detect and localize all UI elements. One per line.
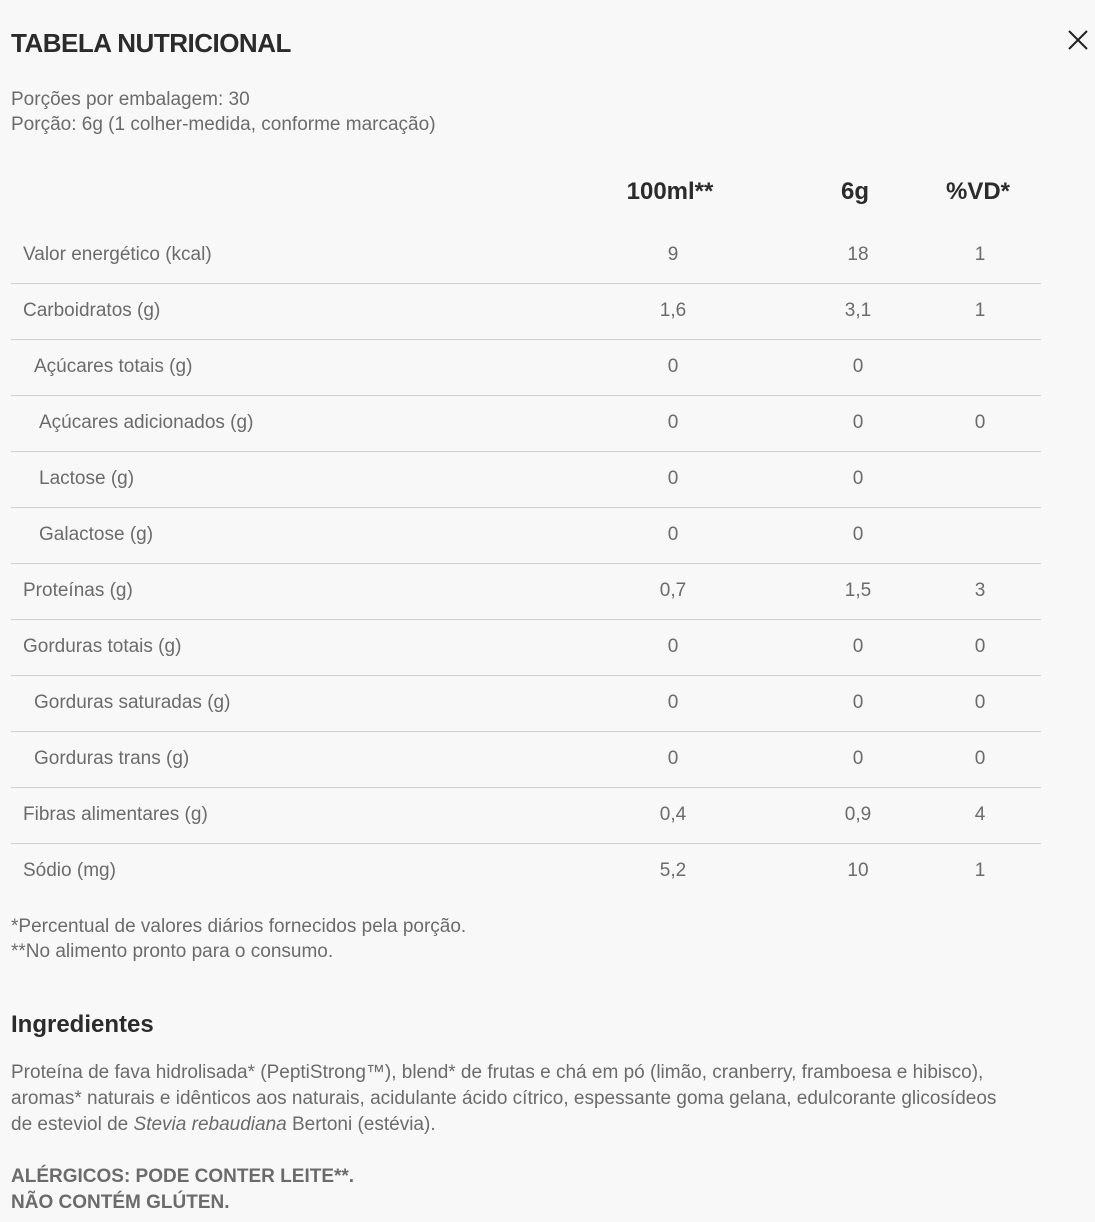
value-6g: 10 — [847, 860, 869, 881]
table-row: Carboidratos (g) 1,6 3,1 1 — [11, 284, 1041, 340]
allergen-milk: ALÉRGICOS: PODE CONTER LEITE**. — [11, 1166, 355, 1187]
table-row: Lactose (g) 0 0 — [11, 452, 1041, 508]
table-row: Fibras alimentares (g) 0,4 0,9 4 — [11, 788, 1041, 844]
value-100ml: 0 — [667, 524, 679, 545]
value-6g: 0 — [852, 524, 864, 545]
serving-info: Porções por embalagem: 30 Porção: 6g (1 … — [11, 87, 436, 137]
serving-size: Porção: 6g (1 colher-medida, conforme ma… — [11, 114, 436, 135]
ingredients-text-part: Bertoni (estévia). — [286, 1114, 436, 1135]
value-6g: 0,9 — [844, 804, 872, 825]
nutrition-table: Valor energético (kcal) 9 18 1 Carboidratos … — [11, 228, 1041, 899]
value-vd: 0 — [974, 636, 986, 657]
value-vd: 4 — [974, 804, 986, 825]
value-vd: 0 — [974, 692, 986, 713]
value-vd: 3 — [974, 580, 986, 601]
value-vd: 1 — [974, 244, 986, 265]
table-row: Sódio (mg) 5,2 10 1 — [11, 844, 1041, 899]
nutrient-label: Galactose (g) — [39, 524, 154, 545]
ingredients-text-part: Proteína de fava hidrolisada* (PeptiStro… — [11, 1062, 997, 1135]
nutrient-label: Gorduras saturadas (g) — [34, 692, 231, 713]
value-6g: 18 — [847, 244, 869, 265]
column-header-6g: 6g — [840, 178, 869, 205]
column-header-100ml: 100ml** — [626, 178, 714, 205]
value-vd: 0 — [974, 412, 986, 433]
nutrient-label: Açúcares totais (g) — [34, 356, 193, 377]
table-row: Valor energético (kcal) 9 18 1 — [11, 228, 1041, 284]
value-100ml: 0 — [667, 412, 679, 433]
footnotes: *Percentual de valores diários fornecido… — [11, 914, 466, 964]
value-100ml: 0,4 — [659, 804, 687, 825]
value-6g: 0 — [852, 412, 864, 433]
table-row: Proteínas (g) 0,7 1,5 3 — [11, 564, 1041, 620]
nutrient-label: Gorduras totais (g) — [23, 636, 182, 657]
table-row: Gorduras totais (g) 0 0 0 — [11, 620, 1041, 676]
value-6g: 0 — [852, 468, 864, 489]
value-6g: 3,1 — [844, 300, 872, 321]
nutrient-label: Gorduras trans (g) — [34, 748, 190, 769]
nutrient-label: Fibras alimentares (g) — [23, 804, 208, 825]
close-button[interactable] — [1064, 26, 1092, 54]
column-header-vd: %VD* — [945, 178, 1011, 205]
value-vd: 1 — [974, 300, 986, 321]
value-100ml: 0 — [667, 356, 679, 377]
ingredients-text: Proteína de fava hidrolisada* (PeptiStro… — [11, 1060, 1011, 1138]
footnote-vd: *Percentual de valores diários fornecido… — [11, 916, 467, 937]
value-100ml: 0 — [667, 748, 679, 769]
value-6g: 1,5 — [844, 580, 872, 601]
ingredients-species: Stevia rebaudiana — [133, 1114, 287, 1135]
allergen-gluten: NÃO CONTÉM GLÚTEN. — [11, 1192, 230, 1213]
nutrient-label: Açúcares adicionados (g) — [39, 412, 254, 433]
table-header: 100ml** 6g %VD* — [0, 178, 1095, 212]
value-100ml: 1,6 — [659, 300, 687, 321]
allergens: ALÉRGICOS: PODE CONTER LEITE**. NÃO CONT… — [11, 1164, 354, 1216]
value-vd: 0 — [974, 748, 986, 769]
value-100ml: 0 — [667, 692, 679, 713]
nutrient-label: Carboidratos (g) — [23, 300, 161, 321]
nutrient-label: Lactose (g) — [39, 468, 135, 489]
close-icon — [1068, 30, 1088, 50]
nutrient-label: Proteínas (g) — [23, 580, 133, 601]
value-6g: 0 — [852, 748, 864, 769]
footnote-ready: **No alimento pronto para o consumo. — [11, 941, 334, 962]
table-row: Galactose (g) 0 0 — [11, 508, 1041, 564]
value-6g: 0 — [852, 692, 864, 713]
ingredients-heading: Ingredientes — [11, 1011, 154, 1038]
nutrient-label: Valor energético (kcal) — [23, 244, 212, 265]
table-row: Açúcares totais (g) 0 0 — [11, 340, 1041, 396]
value-100ml: 0 — [667, 636, 679, 657]
value-100ml: 0,7 — [659, 580, 687, 601]
table-row: Gorduras saturadas (g) 0 0 0 — [11, 676, 1041, 732]
table-row: Açúcares adicionados (g) 0 0 0 — [11, 396, 1041, 452]
value-100ml: 0 — [667, 468, 679, 489]
value-6g: 0 — [852, 356, 864, 377]
value-6g: 0 — [852, 636, 864, 657]
table-row: Gorduras trans (g) 0 0 0 — [11, 732, 1041, 788]
servings-per-package: Porções por embalagem: 30 — [11, 89, 250, 110]
value-100ml: 9 — [667, 244, 679, 265]
page-title: TABELA NUTRICIONAL — [11, 28, 291, 58]
value-100ml: 5,2 — [659, 860, 687, 881]
value-vd: 1 — [974, 860, 986, 881]
nutrient-label: Sódio (mg) — [23, 860, 116, 881]
